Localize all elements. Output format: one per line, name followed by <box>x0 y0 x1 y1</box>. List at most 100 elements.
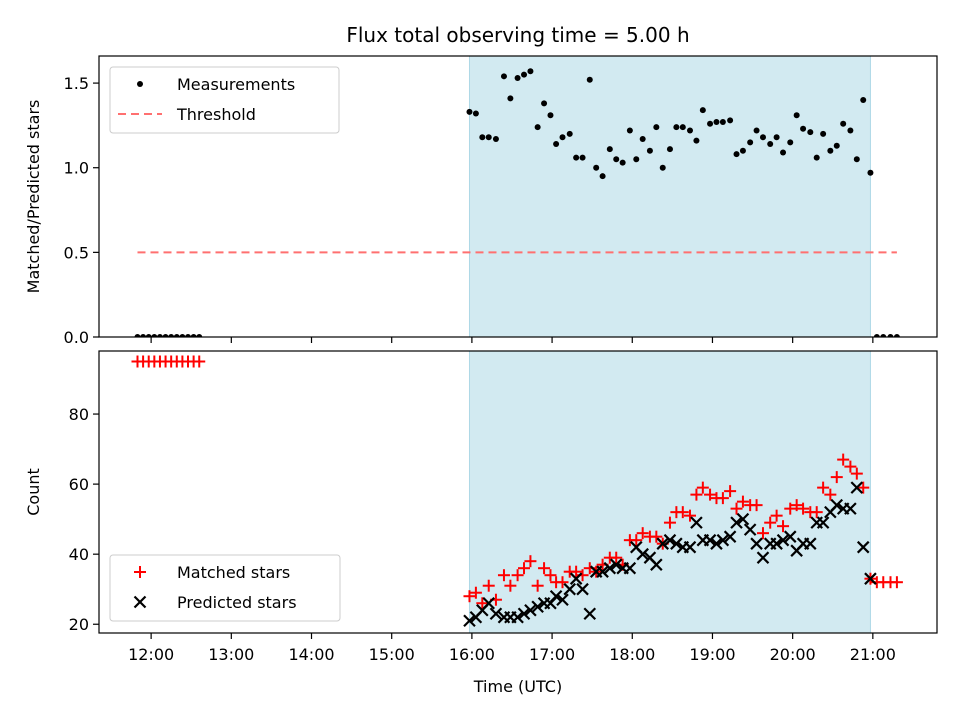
x-tick-label: 15:00 <box>369 645 415 664</box>
matched-star-marker <box>193 355 206 368</box>
predicted-star-marker <box>756 551 770 564</box>
predicted-star-marker <box>743 523 757 536</box>
y-tick-label: 40 <box>69 545 89 564</box>
measurement-point <box>673 124 680 131</box>
measurement-point <box>860 97 867 104</box>
series-measurements <box>134 68 900 337</box>
measurement-point <box>847 127 854 134</box>
x-tick-label: 19:00 <box>689 645 735 664</box>
measurement-point <box>162 334 169 337</box>
matched-star-marker <box>556 576 569 589</box>
measurement-point <box>747 139 754 146</box>
predicted-star-marker <box>830 498 844 512</box>
predicted-star-marker <box>723 530 737 543</box>
measurement-point <box>534 124 541 131</box>
predicted-star-marker <box>623 561 637 575</box>
measurement-point <box>173 334 180 337</box>
matched-star-marker <box>790 499 803 512</box>
matched-star-marker <box>736 495 749 508</box>
matched-star-marker <box>570 565 583 578</box>
measurement-point <box>559 134 566 141</box>
measurement-point <box>727 117 734 124</box>
matched-star-marker <box>676 506 689 519</box>
measurement-point <box>151 334 158 337</box>
legend-label: Matched stars <box>177 563 290 582</box>
measurement-point <box>833 142 840 149</box>
measurement-point <box>693 137 700 144</box>
x-tick-label: 21:00 <box>850 645 896 664</box>
y-tick-label: 20 <box>69 615 89 634</box>
predicted-star-marker <box>776 533 790 547</box>
ratio-plot-area <box>134 68 900 337</box>
matched-star-marker <box>764 516 777 529</box>
measurement-point <box>813 154 820 161</box>
measurement-point <box>699 107 706 114</box>
legend-label: Measurements <box>177 75 295 94</box>
measurement-point <box>807 129 814 136</box>
observing-window-band <box>468 350 871 634</box>
predicted-star-marker <box>783 530 797 543</box>
predicted-star-marker <box>856 540 870 554</box>
measurement-point <box>626 127 633 134</box>
matched-star-marker <box>511 569 524 582</box>
counts-y-axis-title: Count <box>24 468 43 516</box>
matched-star-marker <box>663 516 676 529</box>
matched-star-marker <box>770 509 783 522</box>
measurement-point <box>893 334 900 337</box>
predicted-star-marker <box>710 537 723 550</box>
predicted-star-marker <box>683 540 697 554</box>
predicted-star-marker <box>563 582 577 596</box>
measurement-point <box>759 134 766 141</box>
measurement-point <box>586 76 593 83</box>
measurement-point <box>707 120 714 127</box>
measurement-point <box>873 334 880 337</box>
predicted-star-marker <box>656 537 670 550</box>
counts-legend: Matched stars Predicted stars <box>109 554 341 622</box>
matched-star-marker <box>518 562 531 575</box>
matched-star-marker <box>837 453 850 466</box>
matched-star-marker <box>524 555 537 568</box>
predicted-star-marker <box>770 537 783 550</box>
measurement-point <box>613 156 620 163</box>
predicted-star-marker <box>603 561 617 575</box>
measurement-point <box>566 130 573 137</box>
y-tick-label: 1.5 <box>64 74 89 93</box>
measurement-point <box>773 134 780 141</box>
matched-star-marker <box>696 481 709 494</box>
measurement-point <box>659 164 666 171</box>
matched-star-marker <box>716 492 729 505</box>
ratio-panel: 0.0 0.5 1.0 1.5 Matched/Predicted stars Measu… <box>24 55 938 347</box>
predicted-star-marker <box>736 512 750 526</box>
legend-marker-matched <box>134 566 146 578</box>
legend-marker-measurements <box>137 81 143 87</box>
measurement-point <box>606 146 613 153</box>
matched-star-marker <box>890 576 903 589</box>
measurement-point <box>666 146 673 153</box>
predicted-star-marker <box>549 589 563 603</box>
matched-star-marker <box>544 569 557 582</box>
predicted-star-marker <box>576 582 589 596</box>
measurement-point <box>639 135 646 142</box>
predicted-star-marker <box>569 572 583 585</box>
matched-star-marker <box>784 502 797 515</box>
measurement-point <box>853 156 860 163</box>
matched-star-marker <box>724 485 737 498</box>
matched-star-marker <box>824 488 837 501</box>
measurement-point <box>820 130 827 137</box>
x-tick-label: 20:00 <box>770 645 816 664</box>
predicted-star-marker <box>489 607 503 621</box>
matched-star-marker <box>684 509 697 522</box>
measurement-point <box>579 154 586 161</box>
measurement-point <box>190 334 197 337</box>
measurement-point <box>619 159 626 166</box>
measurement-point <box>713 119 720 126</box>
predicted-star-marker <box>556 593 569 606</box>
measurement-point <box>687 127 694 134</box>
legend-marker-predicted <box>133 595 147 609</box>
measurement-point <box>145 334 152 337</box>
ratio-legend: Measurements Threshold <box>109 66 340 134</box>
predicted-star-marker <box>730 516 743 529</box>
measurement-point <box>541 100 548 107</box>
matched-star-marker <box>690 488 703 501</box>
measurement-point <box>134 334 141 337</box>
